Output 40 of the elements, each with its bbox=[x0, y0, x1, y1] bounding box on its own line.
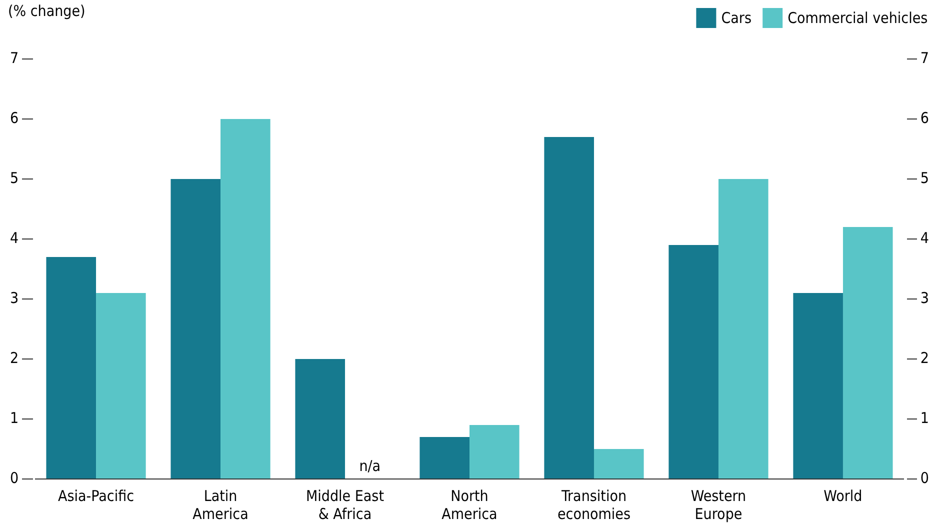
x-tick-label: Western Europe bbox=[690, 487, 746, 523]
bar bbox=[170, 179, 221, 479]
y-tick-label: 3 bbox=[10, 289, 19, 308]
bar bbox=[793, 293, 843, 479]
x-tick-label: Asia-Pacific bbox=[58, 487, 134, 505]
bar bbox=[842, 227, 893, 479]
y-tick-label: 7 bbox=[10, 49, 19, 68]
bar bbox=[46, 257, 96, 479]
bar bbox=[668, 245, 718, 479]
x-tick-label: Middle East & Africa bbox=[306, 487, 384, 523]
x-tick-label: World bbox=[824, 487, 862, 505]
bar bbox=[594, 449, 644, 479]
bar bbox=[470, 425, 520, 479]
y2-tick-label: 6 bbox=[920, 109, 929, 128]
x-tick-label: Transition economies bbox=[557, 487, 631, 523]
y2-tick-label: 2 bbox=[920, 349, 929, 368]
y-tick-label: 4 bbox=[10, 229, 19, 248]
y-tick-label: 1 bbox=[10, 409, 19, 428]
y2-tick-label: 1 bbox=[920, 409, 929, 428]
bar bbox=[96, 293, 146, 479]
y2-tick-label: 7 bbox=[920, 49, 929, 68]
y-axis-title: (% change) bbox=[8, 2, 86, 20]
annotation: n/a bbox=[359, 457, 381, 475]
bar bbox=[718, 179, 768, 479]
bar bbox=[295, 359, 346, 479]
y-tick-label: 6 bbox=[10, 109, 19, 128]
legend-label: Commercial vehicles bbox=[788, 9, 928, 27]
bar bbox=[544, 137, 594, 479]
y2-tick-label: 4 bbox=[920, 229, 929, 248]
x-tick-label: North America bbox=[442, 487, 498, 523]
bar bbox=[420, 437, 470, 479]
y-tick-label: 0 bbox=[10, 469, 19, 488]
y-tick-label: 2 bbox=[10, 349, 19, 368]
y2-tick-label: 0 bbox=[920, 469, 929, 488]
y2-tick-label: 5 bbox=[920, 169, 929, 188]
bar bbox=[220, 119, 270, 479]
y-tick-label: 5 bbox=[10, 169, 19, 188]
y2-tick-label: 3 bbox=[920, 289, 929, 308]
x-tick-label: Latin America bbox=[192, 487, 248, 523]
legend-label: Cars bbox=[721, 9, 752, 27]
